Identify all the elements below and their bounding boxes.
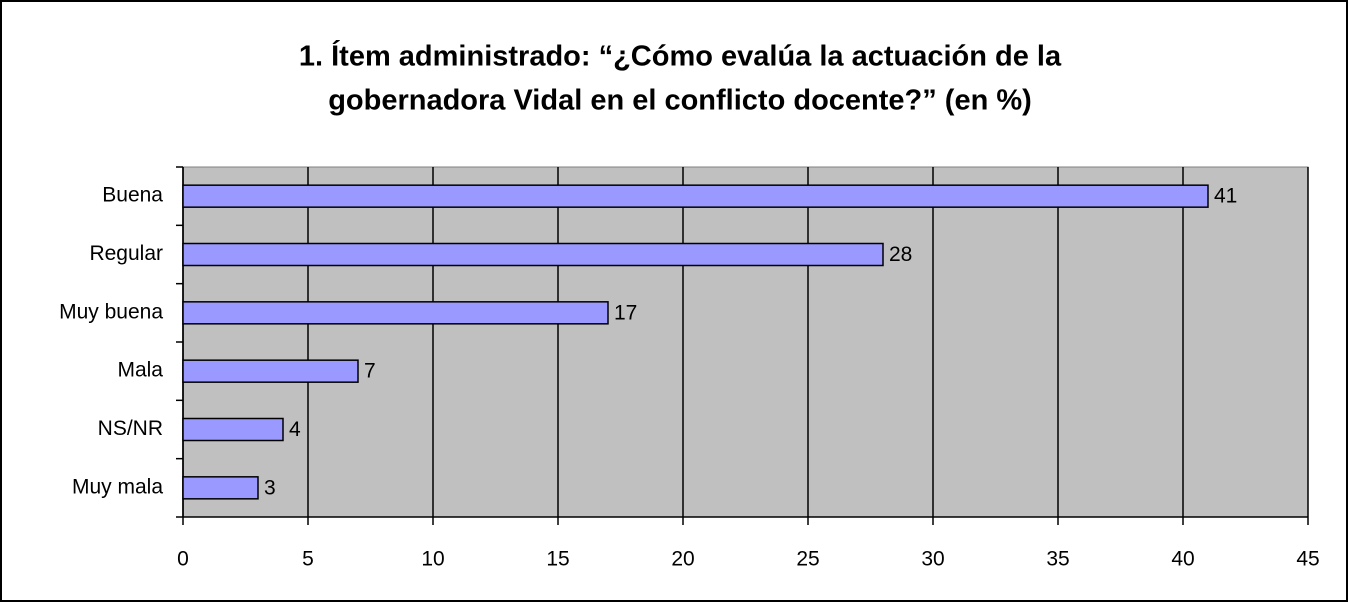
plot-area — [182, 166, 1309, 518]
bar — [182, 184, 1209, 208]
y-tick-label: NS/NR — [98, 417, 163, 440]
x-tick-label: 35 — [1046, 548, 1069, 571]
bar — [182, 242, 884, 267]
data-label: 41 — [1214, 185, 1237, 208]
data-label: 4 — [289, 418, 301, 441]
y-tick-label: Muy mala — [72, 475, 163, 498]
bar — [182, 417, 284, 442]
data-label: 28 — [889, 243, 912, 266]
x-tick-label: 30 — [921, 548, 944, 571]
data-label: 17 — [614, 301, 637, 324]
chart-title: gobernadora Vidal en el conflicto docent… — [328, 85, 1032, 117]
bar — [182, 301, 609, 325]
x-tick-label: 40 — [1171, 548, 1194, 571]
x-tick-label: 0 — [177, 548, 189, 571]
y-tick-label: Muy buena — [59, 300, 163, 323]
data-label: 7 — [364, 360, 376, 383]
x-tick-label: 15 — [546, 548, 569, 571]
data-label: 3 — [264, 476, 276, 499]
y-tick-label: Mala — [117, 359, 163, 382]
bar — [182, 359, 359, 383]
y-tick-label: Regular — [89, 242, 163, 265]
x-tick-label: 20 — [671, 548, 694, 571]
x-tick-label: 10 — [421, 548, 444, 571]
x-tick-label: 5 — [302, 548, 314, 571]
bar — [182, 476, 259, 500]
x-tick-label: 25 — [796, 548, 819, 571]
y-tick-label: Buena — [102, 184, 163, 207]
x-tick-label: 45 — [1296, 548, 1319, 571]
chart-title: 1. Ítem administrado: “¿Cómo evalúa la a… — [299, 39, 1062, 73]
